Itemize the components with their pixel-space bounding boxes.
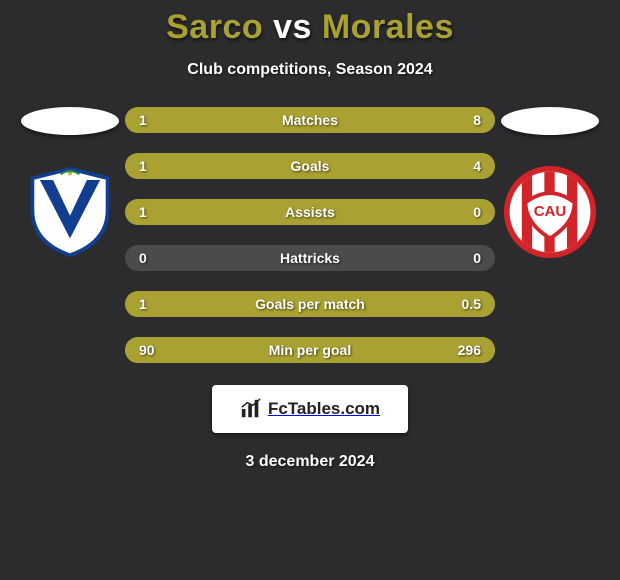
subtitle: Club competitions, Season 2024 bbox=[187, 61, 432, 79]
title-vs: vs bbox=[273, 8, 312, 46]
title-right: Morales bbox=[322, 8, 454, 46]
value-right: 8 bbox=[441, 112, 495, 128]
value-left: 0 bbox=[125, 250, 179, 266]
value-right: 4 bbox=[441, 158, 495, 174]
svg-text:CAU: CAU bbox=[534, 203, 567, 220]
left-side bbox=[15, 107, 125, 259]
branding-text: FcTables.com bbox=[268, 399, 380, 419]
content-root: Sarco vs Morales Club competitions, Seas… bbox=[0, 0, 620, 580]
value-left: 1 bbox=[125, 296, 179, 312]
stat-label: Hattricks bbox=[179, 250, 441, 266]
stat-bar: 1Matches8 bbox=[125, 107, 495, 133]
stat-label: Matches bbox=[179, 112, 441, 128]
right-side: CAU bbox=[495, 107, 605, 259]
comparison-bars: 1Matches81Goals41Assists00Hattricks01Goa… bbox=[125, 107, 495, 363]
stat-label: Assists bbox=[179, 204, 441, 220]
stat-bar: 1Goals per match0.5 bbox=[125, 291, 495, 317]
footer-date: 3 december 2024 bbox=[246, 453, 375, 471]
page-title: Sarco vs Morales bbox=[166, 8, 454, 47]
stat-bar: 0Hattricks0 bbox=[125, 245, 495, 271]
stat-label: Goals bbox=[179, 158, 441, 174]
stat-bar: 90Min per goal296 bbox=[125, 337, 495, 363]
value-left: 1 bbox=[125, 204, 179, 220]
value-right: 0 bbox=[441, 250, 495, 266]
right-crest: CAU bbox=[503, 165, 597, 259]
value-left: 1 bbox=[125, 112, 179, 128]
value-left: 90 bbox=[125, 342, 179, 358]
value-right: 0.5 bbox=[441, 296, 495, 312]
left-crest bbox=[23, 165, 117, 259]
right-ellipse bbox=[501, 107, 599, 135]
stat-label: Min per goal bbox=[179, 342, 441, 358]
bar-chart-icon bbox=[240, 398, 262, 420]
stat-label: Goals per match bbox=[179, 296, 441, 312]
value-right: 296 bbox=[441, 342, 495, 358]
main-row: 1Matches81Goals41Assists00Hattricks01Goa… bbox=[0, 107, 620, 363]
circle-stripes-icon: CAU bbox=[503, 165, 597, 259]
stat-bar: 1Assists0 bbox=[125, 199, 495, 225]
value-right: 0 bbox=[441, 204, 495, 220]
branding-link[interactable]: FcTables.com bbox=[212, 385, 408, 433]
value-left: 1 bbox=[125, 158, 179, 174]
shield-icon bbox=[23, 165, 117, 259]
left-ellipse bbox=[21, 107, 119, 135]
stat-bar: 1Goals4 bbox=[125, 153, 495, 179]
title-left: Sarco bbox=[166, 8, 263, 46]
